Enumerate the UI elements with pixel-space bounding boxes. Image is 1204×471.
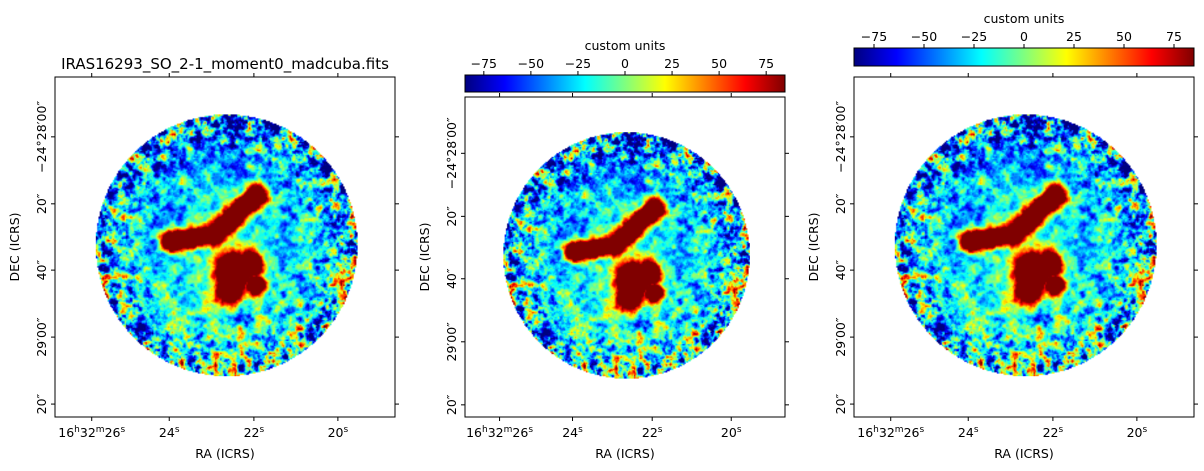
colorbar-gradient (464, 74, 786, 93)
y-tick-label: 40″ (34, 260, 49, 281)
colorbar-tick-label: 25 (1066, 29, 1082, 44)
y-axis-title: DEC (ICRS) (806, 212, 821, 281)
y-tick-label: 29′00″ (34, 317, 49, 357)
x-tick-label: 16h32m26s (58, 425, 125, 440)
colorbar-tick-label: 50 (711, 56, 727, 71)
y-tick-label: 29′00″ (833, 317, 848, 357)
y-tick-label: 20″ (34, 393, 49, 414)
axes-frame (54, 76, 396, 418)
y-tick-label: 40″ (444, 268, 459, 289)
x-tick-label: 20s (328, 425, 349, 440)
panel-2: 16h32m26s 24s 22s 20s −24°28′00″ 20″ 40″ 29′00″… (417, 38, 789, 461)
y-tick-label: 29′00″ (444, 322, 459, 362)
y-tick-label: 20″ (833, 193, 848, 214)
colorbar: −75 −50 −25 0 25 50 75 custom units (464, 38, 786, 93)
y-tick-label: 40″ (833, 260, 848, 281)
x-axis-title: RA (ICRS) (994, 446, 1054, 461)
panel-title: IRAS16293_SO_2-1_moment0_madcuba.fits (61, 55, 389, 74)
emission-map-image (95, 114, 358, 377)
y-axis-title: DEC (ICRS) (7, 212, 22, 281)
axes-frame (853, 76, 1195, 418)
x-tick-label: 24s (159, 425, 180, 440)
x-axis-title: RA (ICRS) (595, 446, 655, 461)
colorbar-tick-label: −25 (565, 56, 591, 71)
x-axis-title: RA (ICRS) (195, 446, 255, 461)
x-tick-label: 20s (721, 425, 742, 440)
y-tick-label: 20″ (833, 393, 848, 414)
colorbar-label: custom units (984, 11, 1065, 26)
colorbar-tick-label: 75 (758, 56, 774, 71)
colorbar-label: custom units (585, 38, 666, 53)
emission-map-image (503, 132, 750, 379)
colorbar-tick-label: −75 (471, 56, 497, 71)
emission-map-image (894, 114, 1157, 377)
y-axis-title: DEC (ICRS) (417, 222, 432, 291)
colorbar-tick-label: 0 (621, 56, 629, 71)
x-tick-label: 22s (244, 425, 265, 440)
panel-1: 16h32m26s 24s 22s 20s −24°28′00″ 20″ 40″ 29′00″… (7, 55, 399, 461)
x-tick-label: 24s (562, 425, 583, 440)
colorbar-tick-label: 75 (1166, 29, 1182, 44)
y-tick-label: −24°28′00″ (833, 101, 848, 173)
colorbar-tick-label: −25 (961, 29, 987, 44)
y-tick-label: 20″ (34, 193, 49, 214)
x-tick-label: 16h32m26s (466, 425, 533, 440)
x-tick-label: 20s (1127, 425, 1148, 440)
colorbar-tick-label: −50 (518, 56, 544, 71)
colorbar-tick-label: 50 (1116, 29, 1132, 44)
x-tick-label: 16h32m26s (857, 425, 924, 440)
colorbar: −75 −50 −25 0 25 50 75 custom units (853, 11, 1195, 67)
panel-3: 16h32m26s 24s 22s 20s −24°28′00″ 20″ 40″ 29′00″… (806, 11, 1198, 461)
colorbar-tick-label: −50 (911, 29, 937, 44)
y-tick-label: −24°28′00″ (34, 101, 49, 173)
y-tick-label: −24°28′00″ (444, 117, 459, 189)
colorbar-tick-label: 25 (664, 56, 680, 71)
x-tick-label: 22s (642, 425, 663, 440)
colorbar-tick-label: −75 (861, 29, 887, 44)
colorbar-gradient (853, 47, 1195, 67)
x-tick-label: 22s (1043, 425, 1064, 440)
y-tick-label: 20″ (444, 206, 459, 227)
x-tick-label: 24s (958, 425, 979, 440)
axes-frame (464, 96, 786, 418)
colorbar-tick-label: 0 (1020, 29, 1028, 44)
y-tick-label: 20″ (444, 394, 459, 415)
